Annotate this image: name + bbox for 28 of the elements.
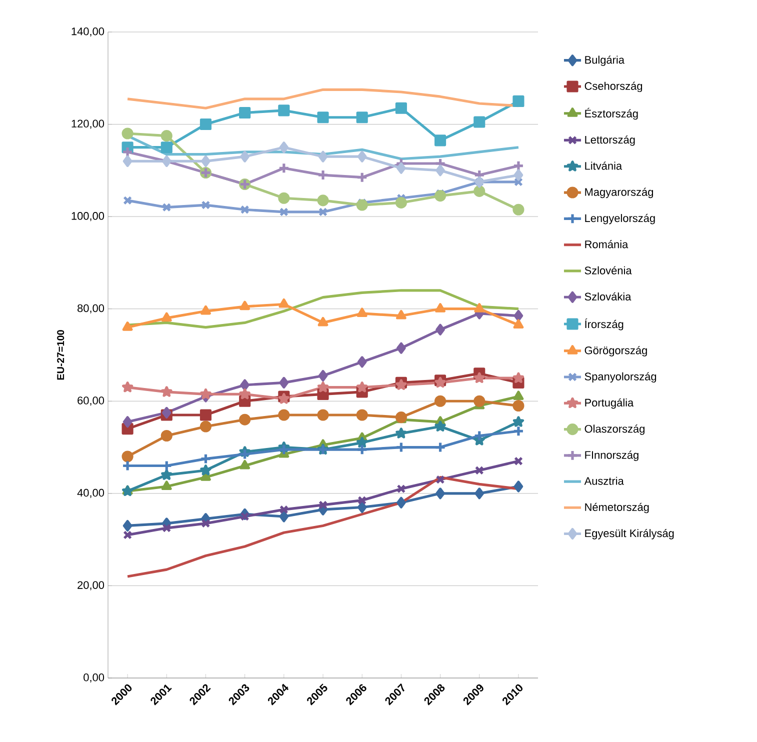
legend-label: Spanyolország <box>584 372 656 383</box>
y-tick-label: 40,00 <box>77 488 104 498</box>
legend-label: Lengyelország <box>585 214 655 224</box>
legend-label: FInnország <box>585 450 638 461</box>
y-tick-label: 60,00 <box>78 396 104 406</box>
legend-label: Magyarország <box>585 188 654 198</box>
legend-label: Portugália <box>585 398 634 409</box>
y-tick-label: 140,00 <box>72 27 104 37</box>
legend-label: Észtország <box>585 108 638 120</box>
y-axis-title: EU-27=100 <box>57 330 64 380</box>
y-tick-label: 0,00 <box>84 673 104 683</box>
legend-label: Ausztria <box>584 476 624 485</box>
legend-label: Szlovákia <box>584 292 632 301</box>
legend-label: Bulgária <box>585 56 624 66</box>
legend-label: Csehország <box>584 82 642 92</box>
y-tick-label: 100,00 <box>72 212 104 222</box>
y-tick-label: 80,00 <box>78 304 104 314</box>
legend-label: Litvánia <box>585 162 622 170</box>
legend-label: Görögország <box>584 346 647 356</box>
legend-label: Egyesült Királyság <box>585 528 674 540</box>
y-tick-label: 20,00 <box>78 581 104 590</box>
legend-label: Románia <box>585 240 628 248</box>
legend-label: Lettország <box>585 135 635 146</box>
legend-label: Olaszország <box>584 424 644 435</box>
legend-label: Németország <box>585 502 649 514</box>
legend-label: Írország <box>585 318 624 330</box>
y-tick-label: 120,00 <box>72 120 104 129</box>
legend-label: Szlovénia <box>584 266 632 274</box>
